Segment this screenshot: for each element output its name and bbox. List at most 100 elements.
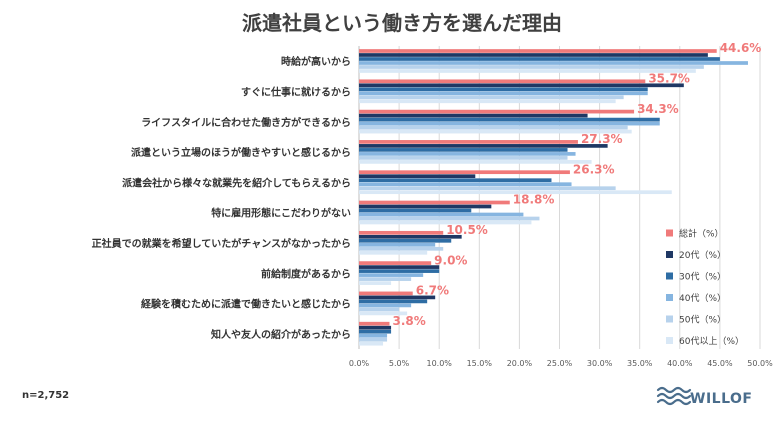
bar-series-1 [359,204,492,209]
category-label: 経験を積むために派遣で働きたいと感じたから [141,298,351,311]
bar-series-1 [359,174,476,179]
bar-series-1 [359,295,436,300]
legend-swatch [666,229,673,237]
bar-series-1 [359,113,588,118]
x-tick-label: 20.0% [507,359,533,368]
x-tick-label: 0.0% [349,359,370,368]
data-labels: 44.6% 35.7% 34.3% 27.3% 26.3% 18.8% 10.5% 9.0% 6… [392,41,761,328]
legend: 総計（%） 20代（%） 30代（%） 40代（%） 50代（%） 60代以上（%） [666,228,744,347]
bar-series-3 [359,242,436,247]
category-label: ライフスタイルに合わせた働き方ができるから [141,116,351,129]
x-tick-label: 15.0% [467,359,493,368]
bar-series-3 [359,91,648,96]
bar-total [359,49,717,53]
category-label: 特に雇用形態にこだわりがない [211,207,351,220]
data-label: 26.3% [573,162,615,176]
bar-total [359,109,635,114]
bar-series-4 [359,95,624,100]
legend-swatch [666,294,673,301]
wave-icon [656,386,692,406]
legend-label: 50代（%） [679,315,726,326]
bar-series-4 [359,125,628,130]
bar-series-5 [359,220,532,225]
x-tick-label: 5.0% [389,359,410,368]
category-label: 時給が高いから [281,55,351,68]
bar-series-5 [359,129,632,134]
bar-series-4 [359,246,444,251]
bar-series-3 [359,61,748,65]
bars-group [359,49,748,346]
bar-series-4 [359,186,616,191]
x-tick-label: 10.0% [426,359,452,368]
bar-series-4 [359,156,568,160]
category-label: 正社員での就業を希望していたがチャンスがなかったから [92,237,351,250]
bar-series-2 [359,299,428,304]
bar-series-2 [359,269,440,273]
data-label: 27.3% [581,132,623,146]
bar-series-4 [359,216,540,221]
bar-series-5 [359,250,428,255]
bar-series-5 [359,341,384,346]
data-label: 18.8% [513,193,555,207]
legend-swatch [666,315,673,323]
bar-total [359,200,510,205]
x-tick-label: 30.0% [587,359,613,368]
bar-series-1 [359,83,684,88]
bar-series-3 [359,273,424,277]
bar-total [359,140,578,144]
logo-text: WILLOF [690,391,752,407]
bar-series-4 [359,307,400,312]
data-label: 9.0% [434,253,467,267]
bar-series-3 [359,121,660,126]
bar-series-1 [359,234,462,239]
x-tick-label: 25.0% [547,359,573,368]
wave-line [656,398,692,406]
bar-series-4 [359,337,388,342]
x-tick-label: 45.0% [707,359,733,368]
bar-series-2 [359,87,648,92]
category-label: 知人や友人の紹介があったから [210,328,351,341]
data-label: 10.5% [446,223,488,237]
bar-series-3 [359,182,572,187]
bar-total [359,321,390,326]
bar-total [359,261,432,265]
chart-title: 派遣社員という働き方を選んだ理由 [242,11,562,35]
bar-series-2 [359,208,472,213]
legend-label: 総計（%） [679,228,724,240]
bar-series-1 [359,144,608,148]
category-label: 派遣会社から様々な就業先を紹介してもらえるから [122,176,351,189]
legend-swatch [666,272,673,280]
legend-label: 20代（%） [679,250,726,261]
x-tick-label: 35.0% [627,359,653,368]
x-tick-label: 50.0% [747,359,773,368]
category-label: すぐに仕事に就けるから [241,85,351,98]
bar-series-3 [359,152,576,156]
wave-line [656,392,692,400]
legend-swatch [666,337,673,344]
bar-series-1 [359,265,440,269]
willof-logo: WILLOF [656,386,752,407]
category-label: 前給制度があるから [261,267,351,280]
data-label: 3.8% [392,314,425,328]
bar-total [359,170,570,175]
data-label: 44.6% [720,41,762,55]
bar-series-5 [359,160,592,164]
legend-label: 60代以上（%） [679,336,744,347]
sample-size-note: n=2,752 [22,390,69,401]
x-tick-label: 40.0% [667,359,693,368]
bar-series-5 [359,69,696,73]
bar-series-2 [359,329,392,334]
data-label: 34.3% [637,102,679,116]
bar-series-2 [359,57,720,61]
bar-series-4 [359,65,704,69]
bar-series-3 [359,212,524,217]
bar-series-1 [359,325,392,330]
bar-series-1 [359,53,708,57]
bar-series-5 [359,190,672,195]
bar-series-4 [359,277,412,281]
bar-series-2 [359,117,660,122]
legend-label: 40代（%） [679,293,726,304]
bar-series-2 [359,178,552,183]
legend-label: 30代（%） [679,272,726,283]
